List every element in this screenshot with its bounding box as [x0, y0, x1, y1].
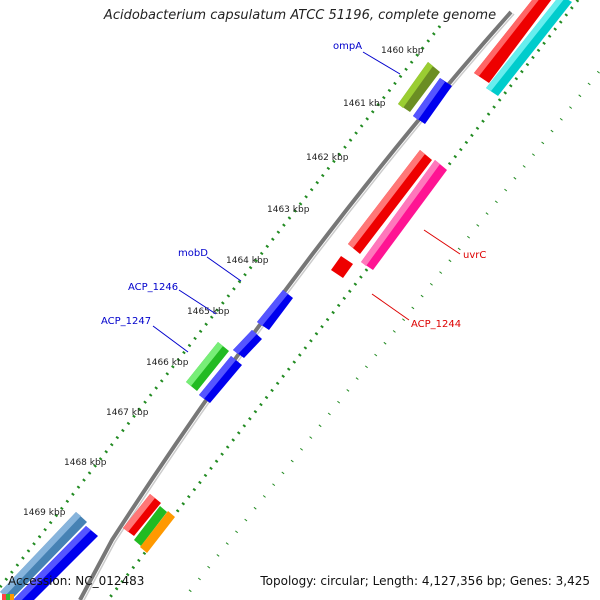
tick-label-1467: 1467 kbp: [106, 408, 149, 418]
tick-label-1461: 1461 kbp: [343, 99, 386, 109]
tick-label-1460: 1460 kbp: [381, 46, 424, 56]
feature-bottom-orange[interactable]: [140, 511, 175, 553]
tick-label-1465: 1465 kbp: [187, 307, 230, 317]
gene-label-acp1247[interactable]: ACP_1247: [101, 316, 151, 327]
gene-label-leaders: [152, 51, 461, 353]
tick-label-1468: 1468 kbp: [64, 458, 107, 468]
feature-acp1244[interactable]: [361, 160, 447, 270]
feature-top-cyan[interactable]: [486, 0, 572, 96]
tick-label-1462: 1462 kbp: [306, 153, 349, 163]
feature-small-red[interactable]: [331, 256, 353, 278]
tick-label-1466: 1466 kbp: [146, 358, 189, 368]
genome-summary-text: Topology: circular; Length: 4,127,356 bp…: [260, 574, 590, 588]
gene-labels: ompA mobD ACP_1246 ACP_1247 uvrC ACP_124…: [101, 41, 486, 330]
feature-acp1246[interactable]: [233, 330, 262, 358]
tick-label-1463: 1463 kbp: [267, 205, 310, 215]
feature-ompa[interactable]: [398, 62, 440, 112]
feature-acp1247[interactable]: [186, 342, 229, 391]
tick-label-1464: 1464 kbp: [226, 256, 269, 266]
feature-top-red[interactable]: [474, 0, 555, 83]
feature-bottom-steelblue[interactable]: [0, 512, 87, 600]
accession-text: Accession: NC_012483: [8, 574, 145, 588]
feature-bottom-small-strip: [2, 594, 14, 600]
gene-label-uvrc[interactable]: uvrC: [463, 250, 486, 261]
genome-backbone: [78, 10, 515, 600]
tick-labels: 1460 kbp 1461 kbp 1462 kbp 1463 kbp 1464…: [23, 46, 424, 518]
gene-label-mobd[interactable]: mobD: [178, 248, 208, 259]
feature-bottom-green[interactable]: [134, 506, 167, 546]
gene-label-ompa[interactable]: ompA: [333, 41, 362, 52]
feature-bottom-red[interactable]: [123, 494, 161, 536]
feature-acp1247-blue[interactable]: [199, 356, 242, 403]
tick-label-1469: 1469 kbp: [23, 508, 66, 518]
map-title: Acidobacterium capsulatum ATCC 51196, co…: [103, 8, 497, 23]
feature-ompa-blue[interactable]: [413, 78, 452, 124]
gene-label-acp1246[interactable]: ACP_1246: [128, 282, 178, 293]
feature-bottom-blue[interactable]: [13, 526, 98, 600]
gene-label-acp1244[interactable]: ACP_1244: [411, 319, 461, 330]
feature-mobd[interactable]: [257, 290, 293, 330]
feature-uvrc[interactable]: [348, 150, 432, 254]
